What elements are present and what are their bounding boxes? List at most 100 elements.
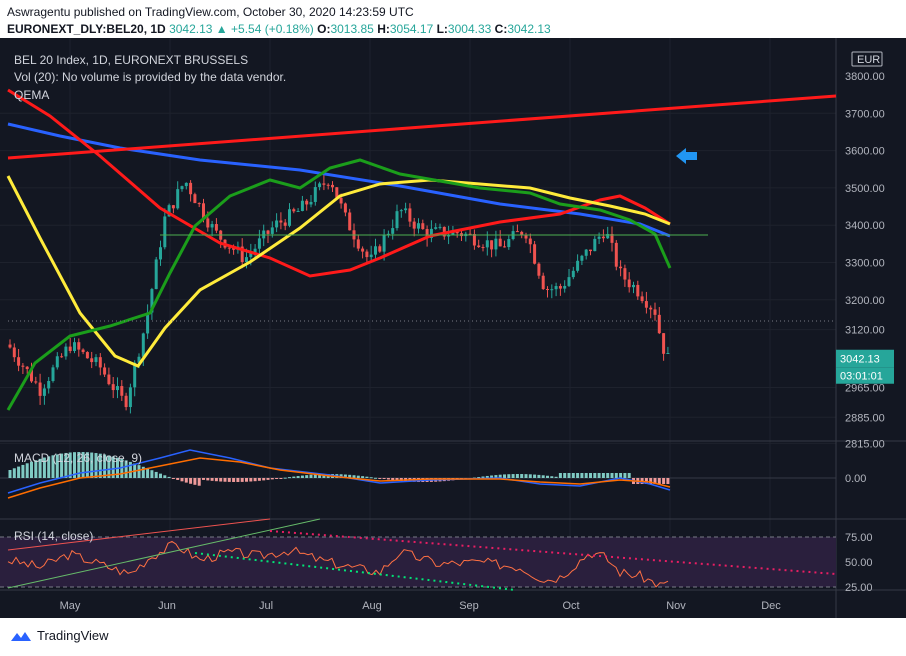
candle-body [141,333,145,357]
macd-histogram-bar [507,474,511,478]
candle-body [404,208,408,211]
chart-canvas[interactable]: 3800.00 3700.00 3600.00 3500.00 3400.00 3300.… [0,38,906,618]
candle-body [124,395,128,408]
candle-body [111,384,115,391]
macd-histogram-bar [141,466,145,478]
macd-histogram-bar [576,473,580,478]
candle-body [589,249,592,252]
macd-histogram-bar [348,474,352,478]
macd-histogram-bar [253,478,257,482]
macd-histogram-bar [649,478,653,484]
candle-body [77,342,81,350]
price-axis-label: 2815.00 [845,438,885,450]
candle-body [128,387,132,408]
candle-body [533,244,537,264]
ema-red-line [7,88,671,278]
macd-histogram-bar [51,455,55,478]
candle-body [257,238,261,249]
price-axis-label: 3700.00 [845,108,885,120]
macd-histogram-bar [42,457,46,478]
macd-histogram-bar [124,460,128,478]
macd-histogram-bar [374,477,377,479]
candle-body [309,201,313,205]
candle-body [266,230,270,234]
currency-box [851,51,883,67]
rsi-axis-label: 25.00 [845,582,873,594]
candle-body [429,228,433,239]
price-axis-label: 3400.00 [845,220,885,232]
candle-body [262,230,266,239]
macd-histogram-bar [159,473,162,478]
candle-body [98,357,102,368]
currency-label: EUR [857,54,880,66]
candle-body [176,189,180,209]
candle-body [318,183,322,188]
candle-body [468,233,472,235]
macd-axis-label: 0.00 [845,473,866,485]
macd-histogram-bar [292,476,296,478]
macd-legend: MACD (12, 26, close, 9) [14,451,143,465]
candle-body [425,229,429,239]
time-axis: May Jun Jul Aug Sep Oct Nov Dec [60,600,782,612]
macd-histogram-bar [154,471,158,478]
symbol-name[interactable]: EURONEXT_DLY:BEL20, 1D [7,22,166,36]
candle-body [356,239,360,249]
candle-body [567,277,571,286]
footer[interactable]: TradingView [10,628,109,643]
macd-histogram-bar [197,478,201,486]
macd-histogram-bar [580,473,584,478]
chart-area[interactable]: 3800.00 3700.00 3600.00 3500.00 3400.00 3300.… [0,38,906,618]
candle-body [451,230,455,235]
high-label: H: [377,22,390,36]
macd-histogram-bar [606,473,610,478]
price-axis-label: 3120.00 [845,325,885,337]
candle-body [116,386,119,391]
macd-histogram-bar [571,473,575,478]
candle-body [580,255,584,261]
rsi-pane: 75.00 50.00 25.00 [0,518,873,594]
low-label: L: [436,22,448,36]
candle-body [485,240,489,248]
macd-histogram-bar [249,478,253,482]
macd-histogram-bar [64,452,68,478]
macd-histogram-bar [369,477,373,479]
macd-histogram-bar [653,478,657,484]
candle-body [94,357,98,363]
price-axis-label: 3200.00 [845,295,885,307]
candle-body [202,203,205,219]
candle-body [85,352,89,359]
macd-histogram-bar [343,474,347,478]
candle-body [438,226,442,228]
macd-histogram-bar [232,478,236,482]
macd-histogram-bar [563,473,567,478]
arrow-left-icon [676,148,697,164]
last-price-tag [836,349,894,368]
candle-body [103,367,107,375]
time-axis-label: Dec [761,600,781,612]
candle-body [249,252,253,258]
macd-histogram-bar [498,474,502,478]
time-axis-label: Aug [362,600,382,612]
macd-histogram-bar [128,461,132,478]
macd-histogram-bar [227,478,231,482]
macd-histogram-bar [614,473,618,478]
candle-body [576,260,580,271]
candle-body [666,352,670,354]
macd-histogram-bar [171,478,175,479]
candle-body [386,233,390,235]
macd-histogram-bar [103,454,107,478]
macd-histogram-bar [94,453,98,478]
macd-histogram-bar [356,475,360,478]
price-axis-label: 2965.00 [845,382,885,394]
macd-histogram-bar [184,478,188,483]
candle-body [81,349,85,353]
candle-body [60,356,64,358]
candle-body [30,369,33,382]
macd-histogram-bar [210,478,214,481]
candle-body [133,362,137,388]
candle-body [417,223,420,229]
macd-histogram-bar [533,474,537,478]
macd-histogram-bar [477,477,481,479]
macd-histogram-bar [511,474,515,478]
macd-histogram-bar [662,478,666,484]
